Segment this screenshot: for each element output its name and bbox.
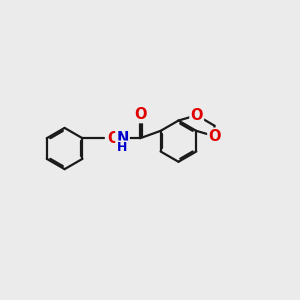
- Text: N: N: [116, 131, 129, 146]
- Text: O: O: [134, 107, 146, 122]
- Text: H: H: [117, 141, 128, 154]
- Text: O: O: [190, 108, 203, 123]
- Text: O: O: [208, 129, 221, 144]
- Text: O: O: [107, 131, 119, 146]
